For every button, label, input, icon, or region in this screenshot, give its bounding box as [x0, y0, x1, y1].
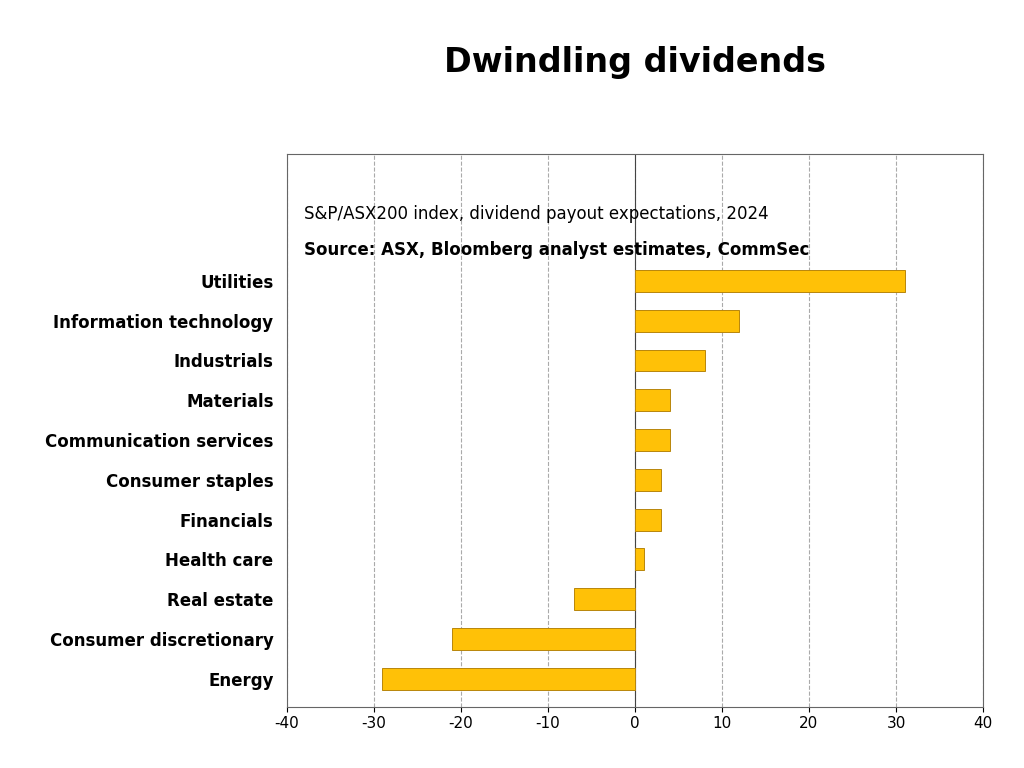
- Bar: [453, 628, 635, 650]
- Bar: [635, 548, 644, 571]
- Bar: [635, 389, 670, 411]
- Bar: [574, 588, 635, 610]
- Bar: [635, 270, 905, 292]
- Text: Dwindling dividends: Dwindling dividends: [443, 46, 826, 79]
- Bar: [383, 667, 635, 690]
- Bar: [635, 429, 670, 451]
- Text: Source: ASX, Bloomberg analyst estimates, CommSec: Source: ASX, Bloomberg analyst estimates…: [304, 241, 810, 259]
- Bar: [635, 349, 705, 372]
- Bar: [635, 508, 662, 531]
- Bar: [635, 469, 662, 491]
- Bar: [635, 310, 739, 332]
- Text: S&P/ASX200 index, dividend payout expectations, 2024: S&P/ASX200 index, dividend payout expect…: [304, 205, 769, 223]
